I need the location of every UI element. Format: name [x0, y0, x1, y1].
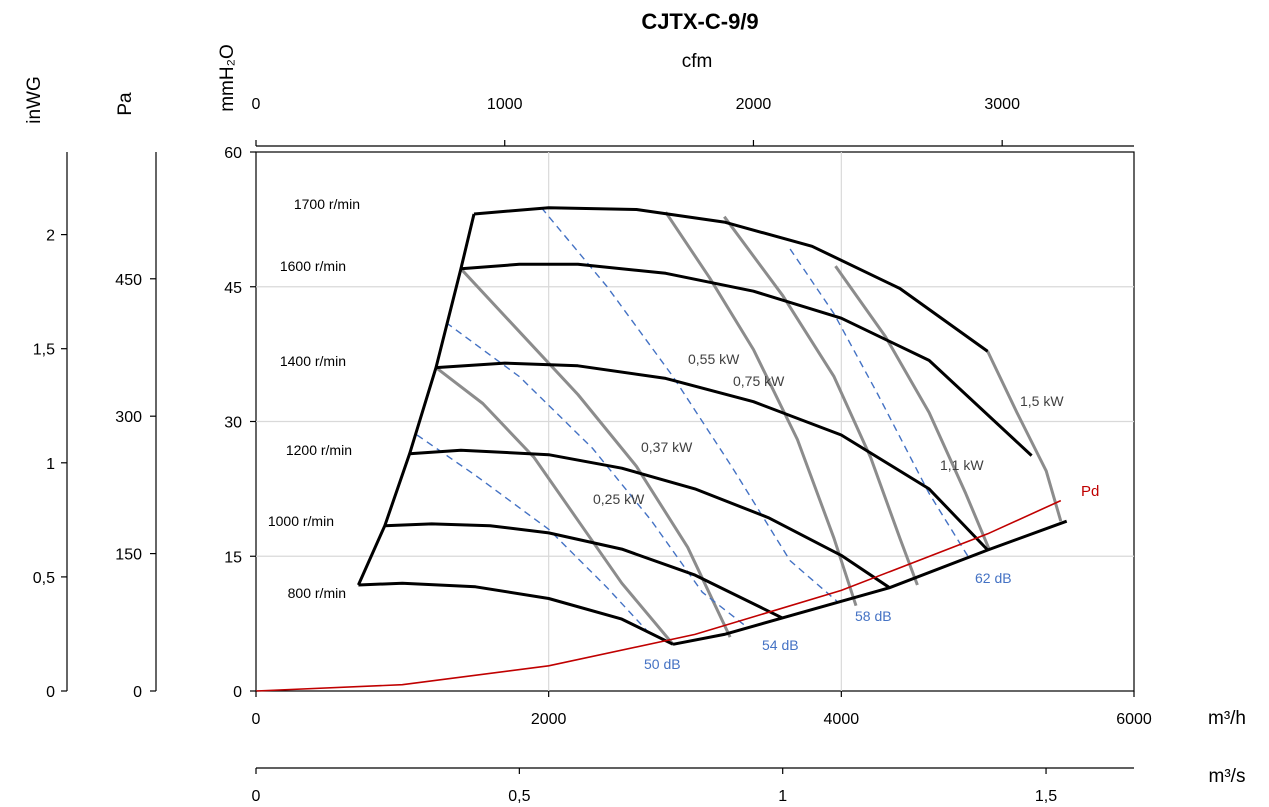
pd-curve — [255, 499, 1062, 692]
speed-curve-label: 1700 r/min — [294, 196, 360, 212]
sound-line-54-db — [445, 322, 746, 626]
x-bottom-label: m³/s — [1209, 766, 1246, 787]
sound-line-58-db — [540, 207, 838, 602]
x-primary-label: m³/h — [1208, 708, 1246, 729]
power-line-label: 0,25 kW — [593, 491, 645, 507]
x-top-tick-label: 3000 — [984, 96, 1020, 113]
y-pa-tick-label: 0 — [133, 684, 142, 701]
power-line-label: 1,5 kW — [1020, 393, 1064, 409]
y-inwg-tick-label: 2 — [46, 228, 55, 245]
speed-curve-label: 1600 r/min — [280, 258, 346, 274]
y-primary-tick-label: 0 — [233, 684, 242, 701]
y-primary-label: mmH₂O — [217, 44, 238, 112]
power-line-1-1-kw — [834, 265, 991, 550]
x-bottom-tick-label: 0 — [252, 788, 261, 805]
y-inwg-tick-label: 1,5 — [33, 342, 55, 359]
x-primary-tick-label: 6000 — [1116, 711, 1152, 728]
power-line-label: 0,75 kW — [733, 373, 785, 389]
sound-line-50-db — [416, 434, 652, 636]
y-pa-tick-label: 150 — [115, 547, 142, 564]
speed-curve-label: 1400 r/min — [280, 353, 346, 369]
sound-line-label: 54 dB — [762, 637, 799, 653]
y-inwg-label: inWG — [24, 76, 45, 124]
curve-labels: 800 r/min 1000 r/min 1200 r/min 1400 r/min 1… — [268, 196, 1100, 672]
y-primary-tick-label: 60 — [224, 145, 242, 162]
power-lines — [435, 211, 1063, 646]
sound-line-label: 58 dB — [855, 608, 892, 624]
speed-curve-label: 1200 r/min — [286, 442, 352, 458]
power-line-label: 0,55 kW — [688, 351, 740, 367]
x-top-label: cfm — [682, 51, 713, 72]
sound-line-62-db — [789, 248, 971, 561]
sound-line-label: 50 dB — [644, 656, 681, 672]
power-line-label: 1,1 kW — [940, 457, 984, 473]
speed-curve-1700-r-min — [473, 206, 989, 353]
system-curves — [255, 499, 1068, 692]
power-line-label: 0,37 kW — [641, 439, 693, 455]
sound-lines — [416, 207, 971, 636]
chart-title: CJTX-C-9/9 — [641, 9, 758, 34]
y-primary-tick-label: 30 — [224, 415, 242, 432]
y-inwg-tick-label: 1 — [46, 456, 55, 473]
gridlines — [256, 152, 1134, 691]
x-bottom-tick-label: 0,5 — [508, 788, 530, 805]
speed-curve-label: 1000 r/min — [268, 513, 334, 529]
y-pa-label: Pa — [115, 92, 136, 116]
x-top-tick-label: 0 — [252, 96, 261, 113]
y-primary-tick-label: 15 — [224, 549, 242, 566]
x-primary-tick-label: 0 — [252, 711, 261, 728]
power-line-0-55-kw — [664, 211, 858, 607]
speed-curves — [357, 206, 1033, 646]
speed-curve-1600-r-min — [460, 262, 1033, 457]
pd-curve-label: Pd — [1081, 483, 1099, 500]
speed-curve-1200-r-min — [409, 448, 891, 589]
x-bottom-tick-label: 1,5 — [1035, 788, 1057, 805]
x-bottom-tick-label: 1 — [778, 788, 787, 805]
sound-line-label: 62 dB — [975, 570, 1012, 586]
y-primary-tick-label: 45 — [224, 280, 242, 297]
speed-curve-1000-r-min — [384, 522, 784, 620]
speed-curve-label: 800 r/min — [288, 585, 346, 601]
y-pa-tick-label: 450 — [115, 272, 142, 289]
power-line-0-75-kw — [723, 215, 919, 586]
speed-curve-1400-r-min — [435, 361, 989, 552]
speed-curve-800-r-min — [358, 581, 674, 646]
y-inwg-tick-label: 0 — [46, 684, 55, 701]
y-pa-tick-label: 300 — [115, 409, 142, 426]
power-line-1-5-kw — [986, 350, 1063, 522]
x-primary-tick-label: 4000 — [824, 711, 860, 728]
power-line-0-37-kw — [459, 267, 732, 638]
x-top-tick-label: 2000 — [736, 96, 772, 113]
x-top-tick-label: 1000 — [487, 96, 523, 113]
y-inwg-tick-label: 0,5 — [33, 570, 55, 587]
system-curve — [672, 519, 1068, 646]
envelope-curve — [357, 213, 476, 586]
x-primary-tick-label: 2000 — [531, 711, 567, 728]
power-line-0-25-kw — [435, 366, 675, 646]
